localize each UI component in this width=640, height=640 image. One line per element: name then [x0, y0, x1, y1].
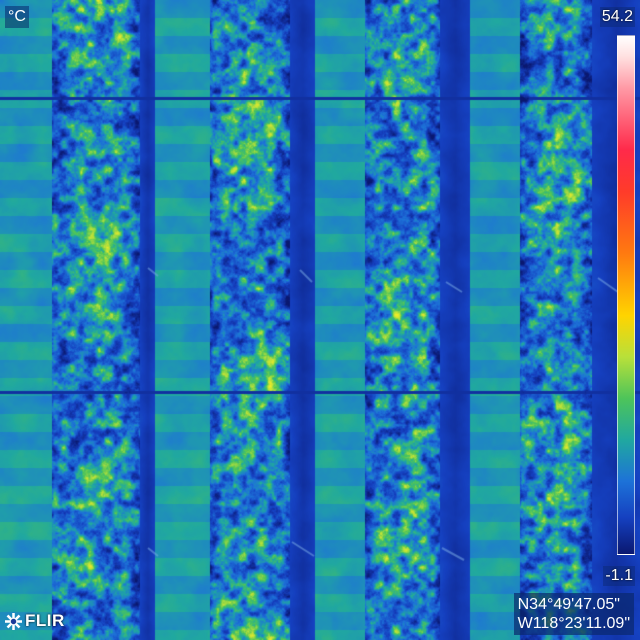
- gps-coordinates: N34°49'47.05" W118°23'11.09": [513, 593, 634, 635]
- color-scale-bar: [617, 35, 635, 555]
- flir-logo-icon: [5, 612, 22, 630]
- gps-latitude: N34°49'47.05": [517, 596, 620, 613]
- scale-max-value: 54.2: [599, 7, 635, 27]
- temperature-unit-label: °C: [5, 6, 29, 28]
- gps-longitude: W118°23'11.09": [517, 615, 630, 632]
- brand-name: FLIR: [25, 611, 65, 630]
- brand-logo: FLIR: [5, 611, 65, 631]
- scale-min-value: -1.1: [603, 566, 635, 586]
